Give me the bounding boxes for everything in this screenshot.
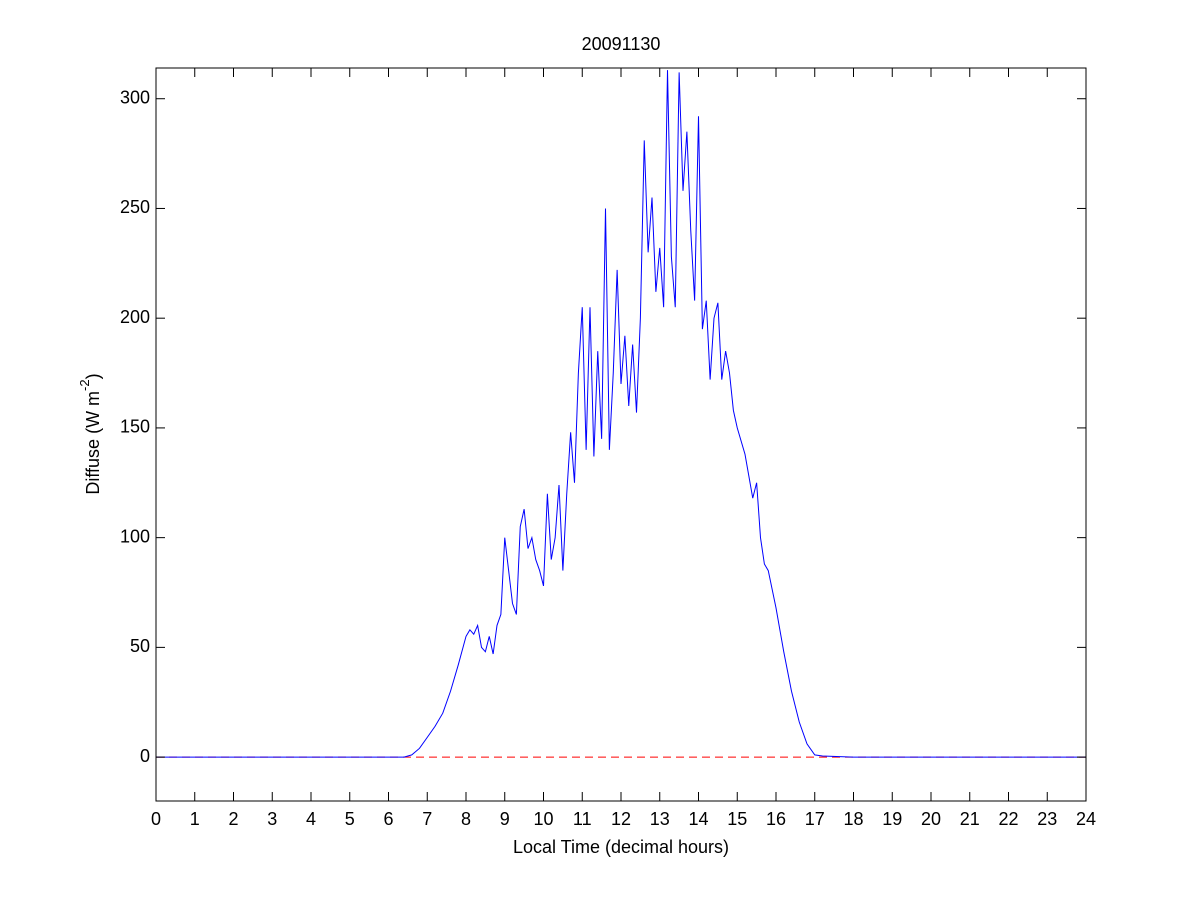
x-tick-label: 16 — [766, 809, 786, 829]
x-tick-label: 9 — [500, 809, 510, 829]
chart-title: 20091130 — [582, 34, 661, 54]
y-tick-label: 100 — [120, 526, 150, 546]
x-tick-label: 10 — [533, 809, 553, 829]
x-tick-label: 6 — [383, 809, 393, 829]
x-tick-label: 7 — [422, 809, 432, 829]
x-tick-label: 19 — [882, 809, 902, 829]
x-tick-label: 3 — [267, 809, 277, 829]
x-tick-label: 2 — [228, 809, 238, 829]
y-axis-label: Diffuse (W m-2) — [77, 373, 102, 494]
x-tick-label: 23 — [1037, 809, 1057, 829]
y-tick-label: 200 — [120, 307, 150, 327]
y-label-text: Diffuse (W m — [83, 391, 103, 495]
y-tick-label: 250 — [120, 197, 150, 217]
data-line — [156, 70, 1086, 758]
x-tick-label: 8 — [461, 809, 471, 829]
x-tick-label: 0 — [151, 809, 161, 829]
x-tick-label: 1 — [190, 809, 200, 829]
x-axis-label: Local Time (decimal hours) — [513, 837, 729, 857]
x-tick-label: 5 — [345, 809, 355, 829]
x-tick-label: 13 — [650, 809, 670, 829]
y-tick-label: 300 — [120, 87, 150, 107]
x-tick-label: 22 — [998, 809, 1018, 829]
y-label-superscript: -2 — [77, 379, 92, 391]
x-tick-label: 20 — [921, 809, 941, 829]
x-tick-label: 15 — [727, 809, 747, 829]
y-tick-label: 150 — [120, 417, 150, 437]
x-tick-label: 4 — [306, 809, 316, 829]
x-tick-label: 14 — [688, 809, 708, 829]
x-tick-label: 12 — [611, 809, 631, 829]
y-tick-label: 50 — [130, 636, 150, 656]
x-tick-label: 24 — [1076, 809, 1096, 829]
y-tick-label: 0 — [140, 746, 150, 766]
x-tick-label: 17 — [805, 809, 825, 829]
x-tick-label: 18 — [843, 809, 863, 829]
y-label-suffix: ) — [83, 373, 103, 379]
x-tick-label: 11 — [573, 809, 592, 829]
x-tick-label: 21 — [960, 809, 980, 829]
